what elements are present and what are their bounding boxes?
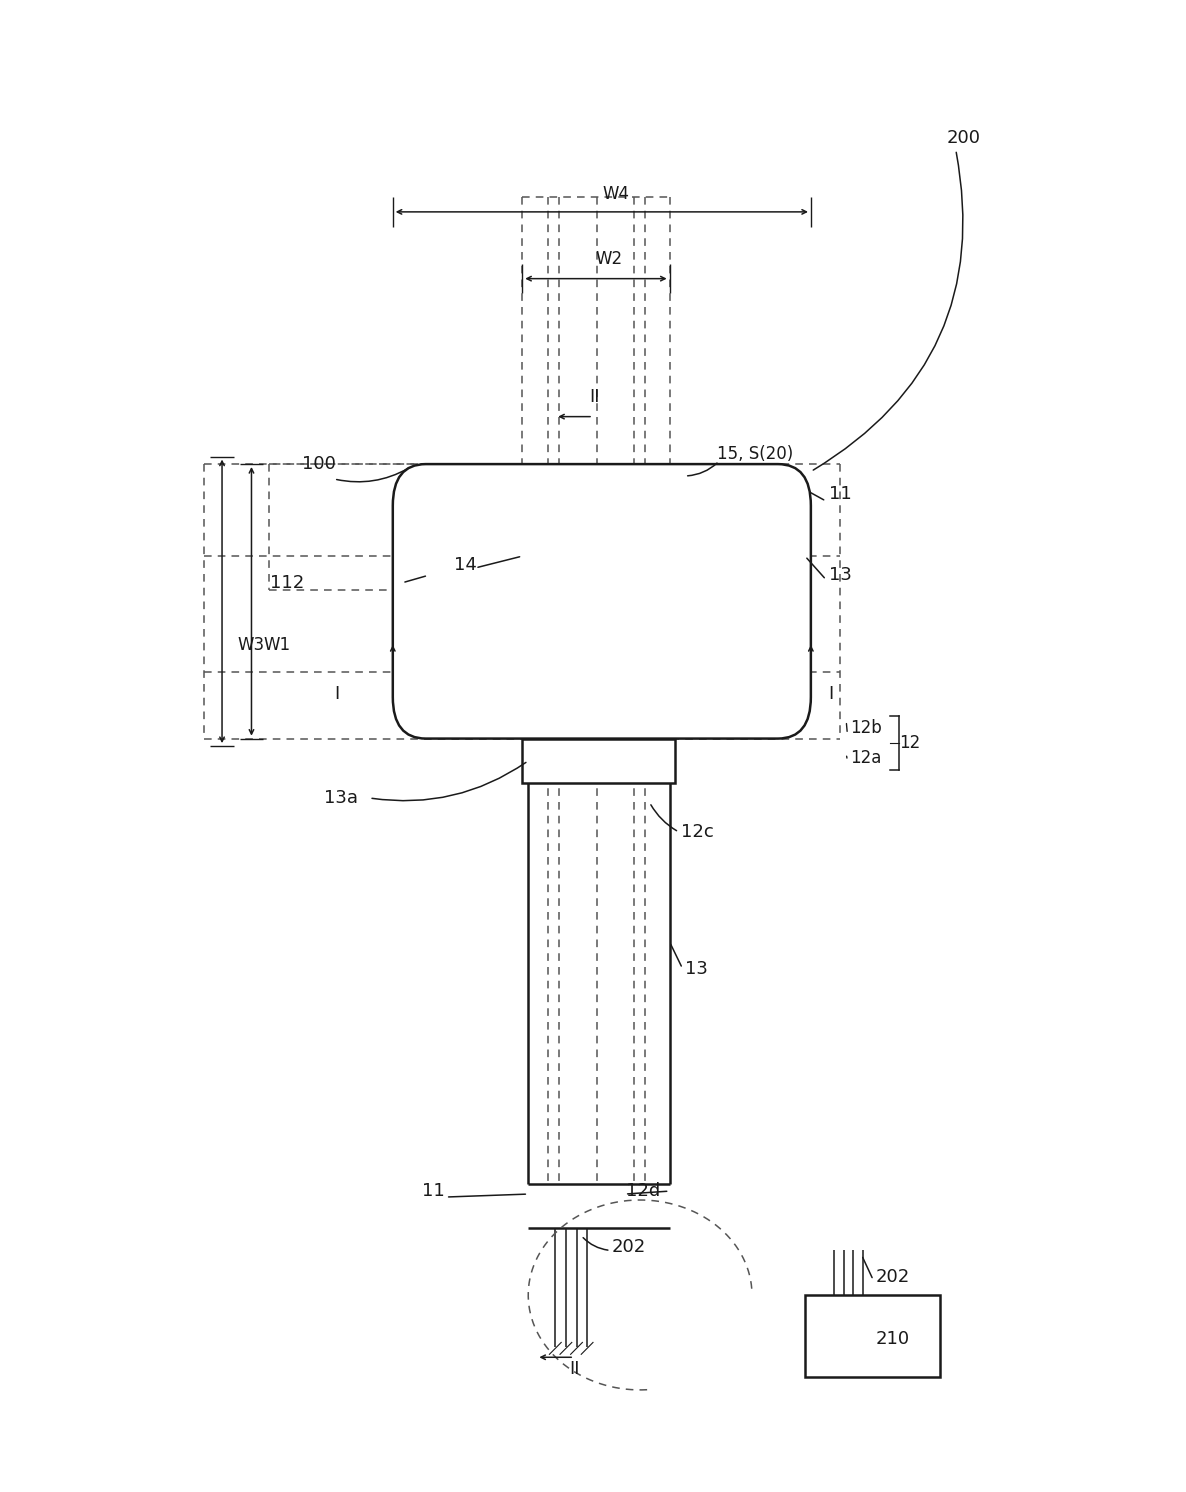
Text: W1: W1 [263,636,291,653]
Text: 12: 12 [899,734,920,752]
Text: 100: 100 [302,455,336,473]
Bar [522,739,676,783]
Text: 13: 13 [684,959,708,977]
Text: 200: 200 [946,128,981,146]
Text: II: II [569,1361,580,1379]
Text: 12d: 12d [626,1182,661,1200]
Text: 202: 202 [875,1268,910,1286]
Text: I: I [334,685,339,703]
Text: 12a: 12a [849,749,881,767]
Text: 202: 202 [612,1238,646,1256]
Text: 12b: 12b [849,719,881,737]
Text: 112: 112 [270,574,305,592]
Text: 12c: 12c [681,824,714,841]
Text: 11: 11 [829,485,852,503]
Text: W2: W2 [595,251,623,269]
Text: 210: 210 [875,1331,910,1349]
Text: 13a: 13a [325,789,358,807]
Text: I: I [829,685,834,703]
FancyBboxPatch shape [393,464,811,739]
Text: 13: 13 [829,567,852,585]
Text: 15, S(20): 15, S(20) [716,445,793,463]
Text: II: II [589,388,600,406]
Text: 11: 11 [422,1182,445,1200]
Bar [805,1295,940,1377]
Text: 14: 14 [454,557,477,574]
Text: W3: W3 [237,636,264,653]
Text: W4: W4 [602,185,630,203]
